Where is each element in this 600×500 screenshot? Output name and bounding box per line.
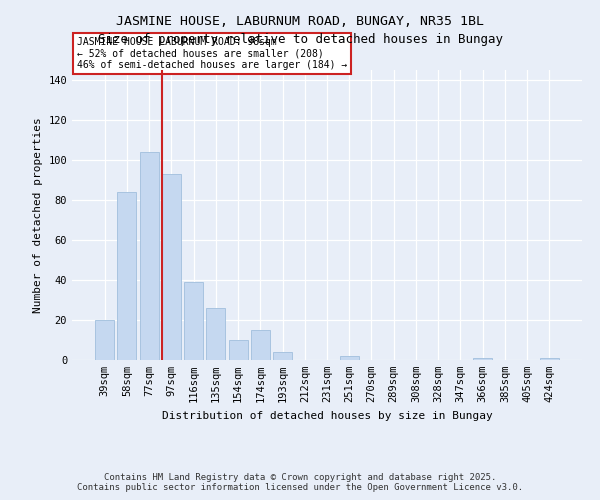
Text: Contains HM Land Registry data © Crown copyright and database right 2025.
Contai: Contains HM Land Registry data © Crown c…	[77, 473, 523, 492]
Bar	[95, 320, 114, 360]
Text: JASMINE HOUSE, LABURNUM ROAD, BUNGAY, NR35 1BL: JASMINE HOUSE, LABURNUM ROAD, BUNGAY, NR…	[116, 15, 484, 28]
Bar	[251, 330, 270, 360]
Bar	[340, 356, 359, 360]
Text: JASMINE HOUSE LABURNUM ROAD: 98sqm
← 52% of detached houses are smaller (208)
46: JASMINE HOUSE LABURNUM ROAD: 98sqm ← 52%…	[77, 37, 347, 70]
Bar	[118, 192, 136, 360]
Bar	[229, 340, 248, 360]
Bar	[184, 282, 203, 360]
X-axis label: Distribution of detached houses by size in Bungay: Distribution of detached houses by size …	[161, 410, 493, 420]
Bar	[273, 352, 292, 360]
Bar	[540, 358, 559, 360]
Y-axis label: Number of detached properties: Number of detached properties	[33, 117, 43, 313]
Bar	[162, 174, 181, 360]
Text: Size of property relative to detached houses in Bungay: Size of property relative to detached ho…	[97, 32, 503, 46]
Bar	[140, 152, 158, 360]
Bar	[473, 358, 492, 360]
Bar	[206, 308, 225, 360]
